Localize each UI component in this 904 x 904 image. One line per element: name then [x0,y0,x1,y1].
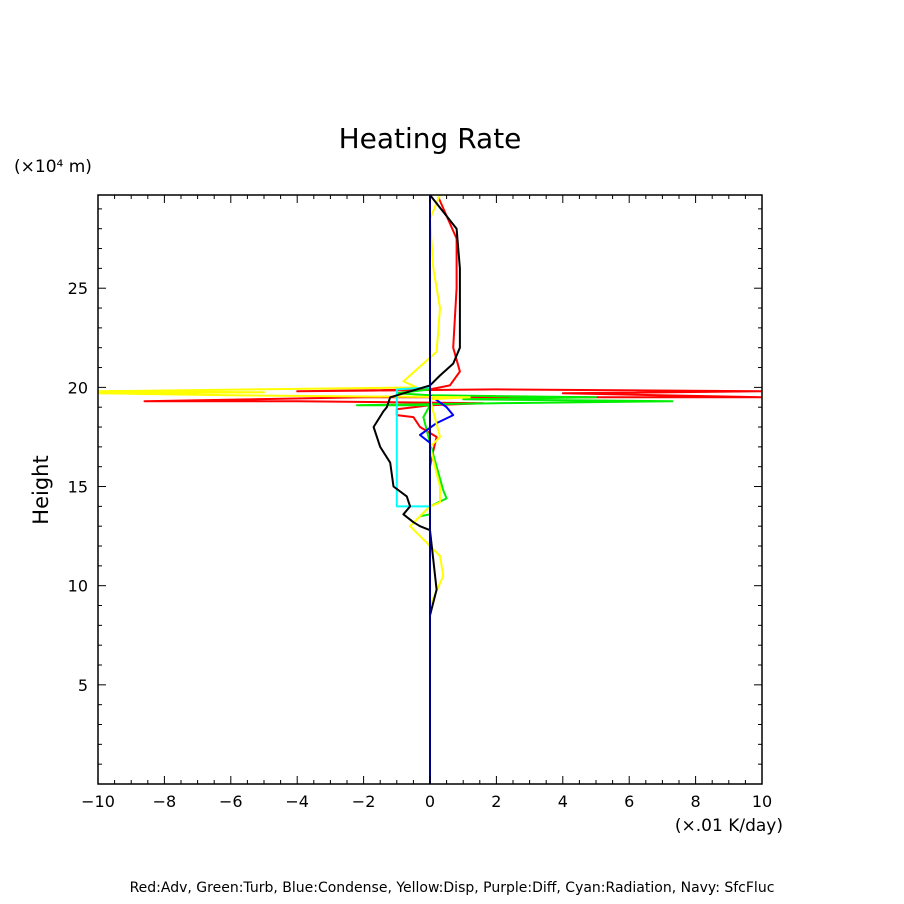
x-tick-label: −10 [81,792,115,811]
series-line-disp [98,195,471,606]
chart-title: Heating Rate [339,122,522,155]
x-tick-label: 8 [691,792,701,811]
y-axis-label: Height [29,455,53,524]
y-unit-label: (×10⁴ m) [14,157,92,177]
x-tick-label: −8 [153,792,177,811]
x-tick-label: 6 [624,792,634,811]
x-tick-label: −4 [285,792,309,811]
x-tick-label: 2 [491,792,501,811]
series-line-adv-black [372,195,461,616]
x-tick-label: −2 [352,792,376,811]
x-tick-label: 0 [425,792,435,811]
y-tick-label: 5 [78,676,88,695]
x-tick-label: 4 [558,792,568,811]
y-tick-label: 10 [68,577,88,596]
x-unit-label: (×.01 K/day) [675,816,783,836]
y-tick-label: 25 [68,279,88,298]
y-tick-label: 20 [68,378,88,397]
legend-text: Red:Adv, Green:Turb, Blue:Condense, Yell… [130,880,775,896]
plot-frame [97,194,763,785]
x-tick-label: 10 [752,792,772,811]
series-layer [98,195,762,784]
ticks-layer: −10 −8 −6 −4 −2 0 2 4 6 8 10 5 10 15 20 25 [68,195,772,811]
series-line-adv [143,196,762,467]
x-tick-label: −6 [219,792,243,811]
series-line-radiation [395,386,431,508]
y-tick-label: 15 [68,478,88,497]
